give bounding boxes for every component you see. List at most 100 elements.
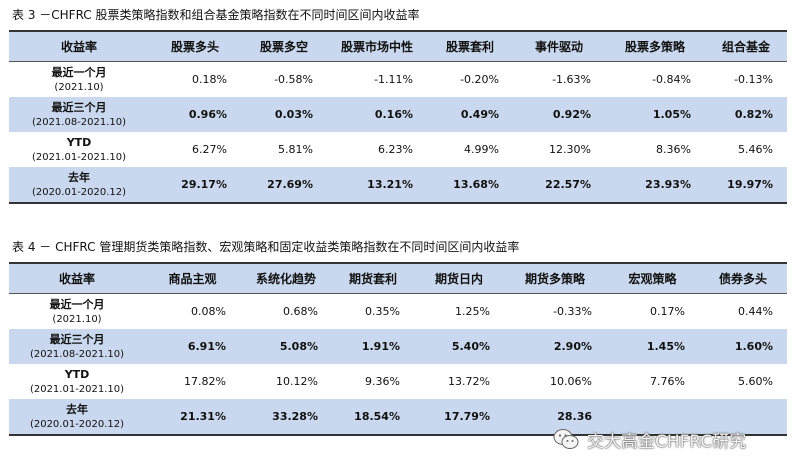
table-cell: 27.69%	[267, 178, 313, 191]
table-cell: 1.91%	[361, 340, 400, 353]
table-cell: 21.31%	[180, 410, 226, 423]
table-cell: 22.57%	[545, 178, 591, 191]
table-cell: 5.40%	[451, 340, 490, 353]
table-row: 去年 (2020.01-2020.12) 29.17% 27.69% 13.21…	[9, 167, 787, 202]
table-4-bottom-rule	[9, 434, 787, 436]
table-4-title: 表 4 － CHFRC 管理期货类策略指数、宏观策略和固定收益类策略指数在不同时…	[12, 240, 520, 254]
column-header: 期货多策略	[524, 272, 585, 286]
row-label-period: (2021.10)	[54, 81, 104, 93]
table-cell: 1.60%	[734, 340, 773, 353]
table-cell: 0.18%	[192, 73, 227, 86]
row-label-period: (2021.08-2021.10)	[31, 116, 127, 128]
table-row: YTD (2021.01-2021.10) 6.27% 5.81% 6.23% …	[9, 132, 787, 167]
row-label-period: (2021.01-2021.10)	[29, 383, 125, 395]
table-cell: 5.08%	[279, 340, 318, 353]
table-cell: 0.96%	[188, 108, 227, 121]
column-header: 债券多头	[718, 272, 767, 286]
table-3-title: 表 3 －CHFRC 股票类策略指数和组合基金策略指数在不同时间区间内收益率	[12, 8, 420, 22]
table-cell: 13.21%	[367, 178, 413, 191]
table-cell: 13.72%	[448, 375, 490, 388]
table-cell: 7.76%	[650, 375, 685, 388]
table-cell: 1.05%	[652, 108, 691, 121]
row-label-main: 最近三个月	[51, 100, 107, 114]
table-cell: 0.16%	[374, 108, 413, 121]
table-4-header-rule	[9, 293, 787, 294]
table-cell: 13.68%	[453, 178, 499, 191]
table-cell: 29.17%	[181, 178, 227, 191]
row-label-period: (2020.01-2020.12)	[29, 418, 125, 430]
table-row: 最近三个月 (2021.08-2021.10) 0.96% 0.03% 0.16…	[9, 97, 787, 132]
table-3-top-rule	[9, 30, 787, 32]
table-cell: -1.11%	[374, 73, 413, 86]
table-cell: -0.13%	[734, 73, 773, 86]
table-3-header-rule	[9, 61, 787, 62]
column-header: 股票多头	[170, 40, 219, 54]
table-cell: 19.97%	[727, 178, 773, 191]
table-cell: 2.90%	[553, 340, 592, 353]
column-header: 收益率	[58, 272, 95, 286]
row-label: 最近一个月 (2021.10)	[9, 65, 149, 95]
table-cell: 17.82%	[184, 375, 226, 388]
column-header: 宏观策略	[628, 272, 677, 286]
row-label-period: (2021.01-2021.10)	[31, 151, 127, 163]
column-header: 期货套利	[348, 272, 397, 286]
table-row: 最近一个月 (2021.10) 0.18% -0.58% -1.11% -0.2…	[9, 62, 787, 97]
row-label: 去年 (2020.01-2020.12)	[9, 402, 145, 432]
table-cell: 0.03%	[274, 108, 313, 121]
watermark-text: 交大高金CHFRC研究	[587, 431, 747, 452]
column-header: 股票多空	[259, 40, 308, 54]
table-4-header-row: 收益率 商品主观 系统化趋势 期货套利 期货日内 期货多策略 宏观策略 债券多头	[9, 264, 787, 293]
row-label-main: YTD	[64, 367, 90, 381]
table-cell: 0.08%	[191, 305, 226, 318]
row-label-period: (2020.01-2020.12)	[31, 186, 127, 198]
table-row: 去年 (2020.01-2020.12) 21.31% 33.28% 18.54…	[9, 399, 787, 434]
table-cell: -1.63%	[552, 73, 591, 86]
table-cell: 0.49%	[460, 108, 499, 121]
column-header: 收益率	[60, 40, 97, 54]
column-header: 股票套利	[445, 40, 494, 54]
table-cell: 4.99%	[464, 143, 499, 156]
row-label-main: 最近一个月	[51, 65, 107, 79]
row-label-main: 最近一个月	[49, 297, 105, 311]
wechat-icon	[553, 429, 579, 449]
table-cell: 0.17%	[650, 305, 685, 318]
row-label: 去年 (2020.01-2020.12)	[9, 170, 149, 200]
table-cell: 0.82%	[734, 108, 773, 121]
column-header: 事件驱动	[534, 40, 583, 54]
table-4-top-rule	[9, 262, 787, 264]
row-label-main: 去年	[68, 170, 90, 184]
column-header: 系统化趋势	[255, 272, 316, 286]
column-header: 期货日内	[434, 272, 483, 286]
table-row: YTD (2021.01-2021.10) 17.82% 10.12% 9.36…	[9, 364, 787, 399]
table-cell: 33.28%	[272, 410, 318, 423]
table-cell: 5.60%	[738, 375, 773, 388]
table-cell: -0.58%	[274, 73, 313, 86]
table-cell: -0.20%	[460, 73, 499, 86]
table-row: 最近一个月 (2021.10) 0.08% 0.68% 0.35% 1.25% …	[9, 294, 787, 329]
column-header: 股票多策略	[624, 40, 685, 54]
row-label: 最近三个月 (2021.08-2021.10)	[9, 332, 145, 362]
column-header: 商品主观	[168, 272, 217, 286]
table-cell: -0.33%	[553, 305, 592, 318]
table-cell: 12.30%	[549, 143, 591, 156]
row-label: YTD (2021.01-2021.10)	[9, 135, 149, 165]
table-cell: 0.68%	[283, 305, 318, 318]
row-label-period: (2021.10)	[52, 313, 102, 325]
table-cell: 6.27%	[192, 143, 227, 156]
table-cell: 23.93%	[645, 178, 691, 191]
table-cell: 8.36%	[656, 143, 691, 156]
row-label-period: (2021.08-2021.10)	[29, 348, 125, 360]
table-cell: 18.54%	[354, 410, 400, 423]
table-cell: 1.45%	[646, 340, 685, 353]
table-3-header-row: 收益率 股票多头 股票多空 股票市场中性 股票套利 事件驱动 股票多策略 组合基…	[9, 32, 787, 61]
row-label-main: YTD	[66, 135, 92, 149]
row-label: 最近一个月 (2021.10)	[9, 297, 145, 327]
table-cell: -0.84%	[652, 73, 691, 86]
table-cell: 5.46%	[738, 143, 773, 156]
table-cell: 0.35%	[365, 305, 400, 318]
row-label-main: 去年	[66, 402, 88, 416]
table-4: 表 4 － CHFRC 管理期货类策略指数、宏观策略和固定收益类策略指数在不同时…	[9, 232, 787, 436]
table-cell: 28.36	[557, 410, 592, 423]
table-cell: 6.23%	[378, 143, 413, 156]
row-label-main: 最近三个月	[49, 332, 105, 346]
